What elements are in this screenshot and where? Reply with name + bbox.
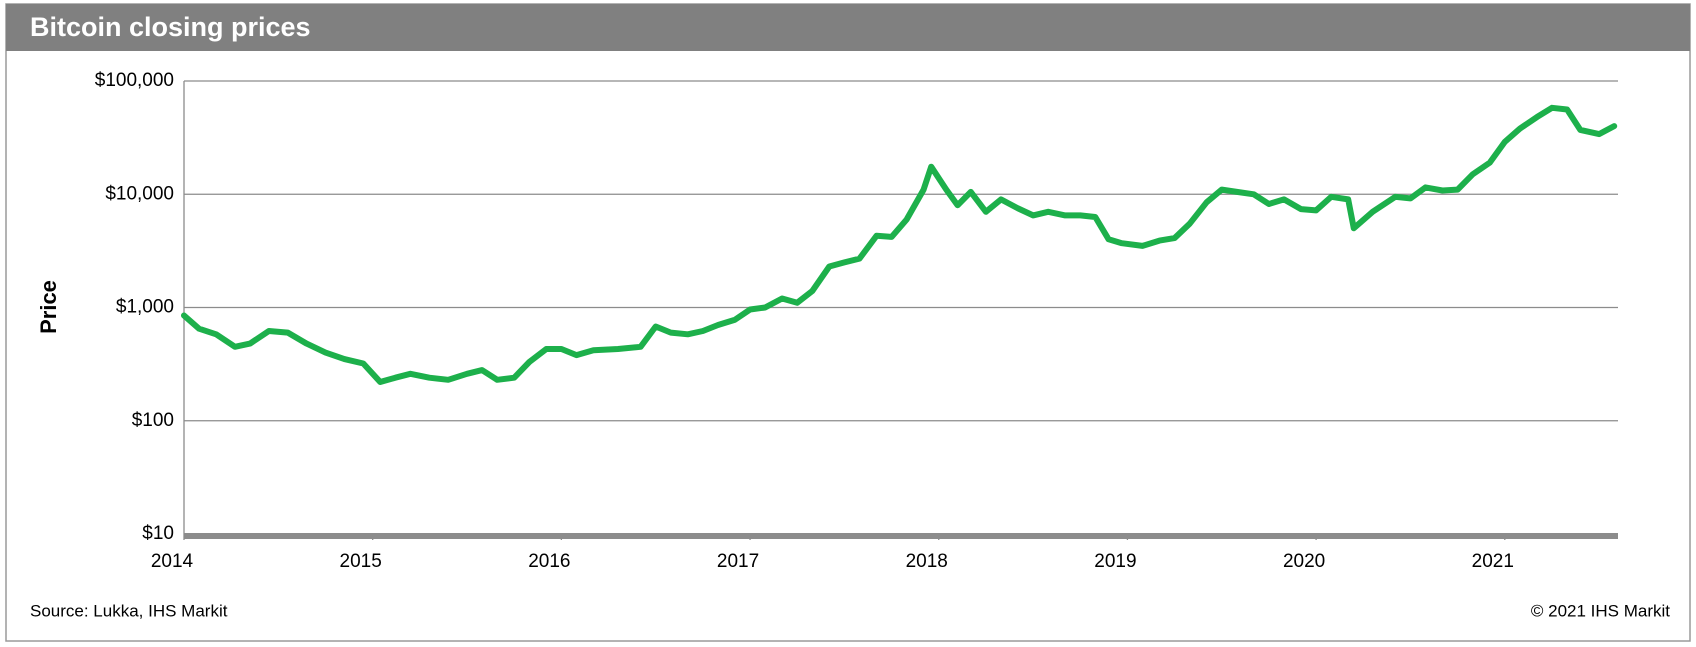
y-tick-label: $1,000 (116, 297, 174, 318)
x-tick-label: 2021 (1472, 551, 1514, 572)
x-tick-label: 2016 (528, 551, 570, 572)
price-line (181, 104, 1618, 385)
copyright-note: © 2021 IHS Markit (1531, 601, 1670, 620)
y-axis-label: Price (36, 280, 61, 334)
source-note: Source: Lukka, IHS Markit (30, 601, 228, 620)
y-tick-label: $100,000 (95, 70, 174, 91)
x-tick-label: 2018 (906, 551, 948, 572)
x-tick-label: 2014 (151, 551, 194, 572)
x-tick-label: 2020 (1283, 551, 1325, 572)
y-tick-label: $10,000 (105, 183, 174, 204)
y-tick-label: $100 (132, 410, 174, 431)
x-tick-label: 2019 (1094, 551, 1136, 572)
title-bar (6, 4, 1690, 51)
y-tick-label: $10 (142, 523, 174, 544)
chart-title: Bitcoin closing prices (30, 12, 311, 42)
x-tick-label: 2015 (340, 551, 382, 572)
frame (5, 3, 1691, 642)
x-tick-label: 2017 (717, 551, 759, 572)
